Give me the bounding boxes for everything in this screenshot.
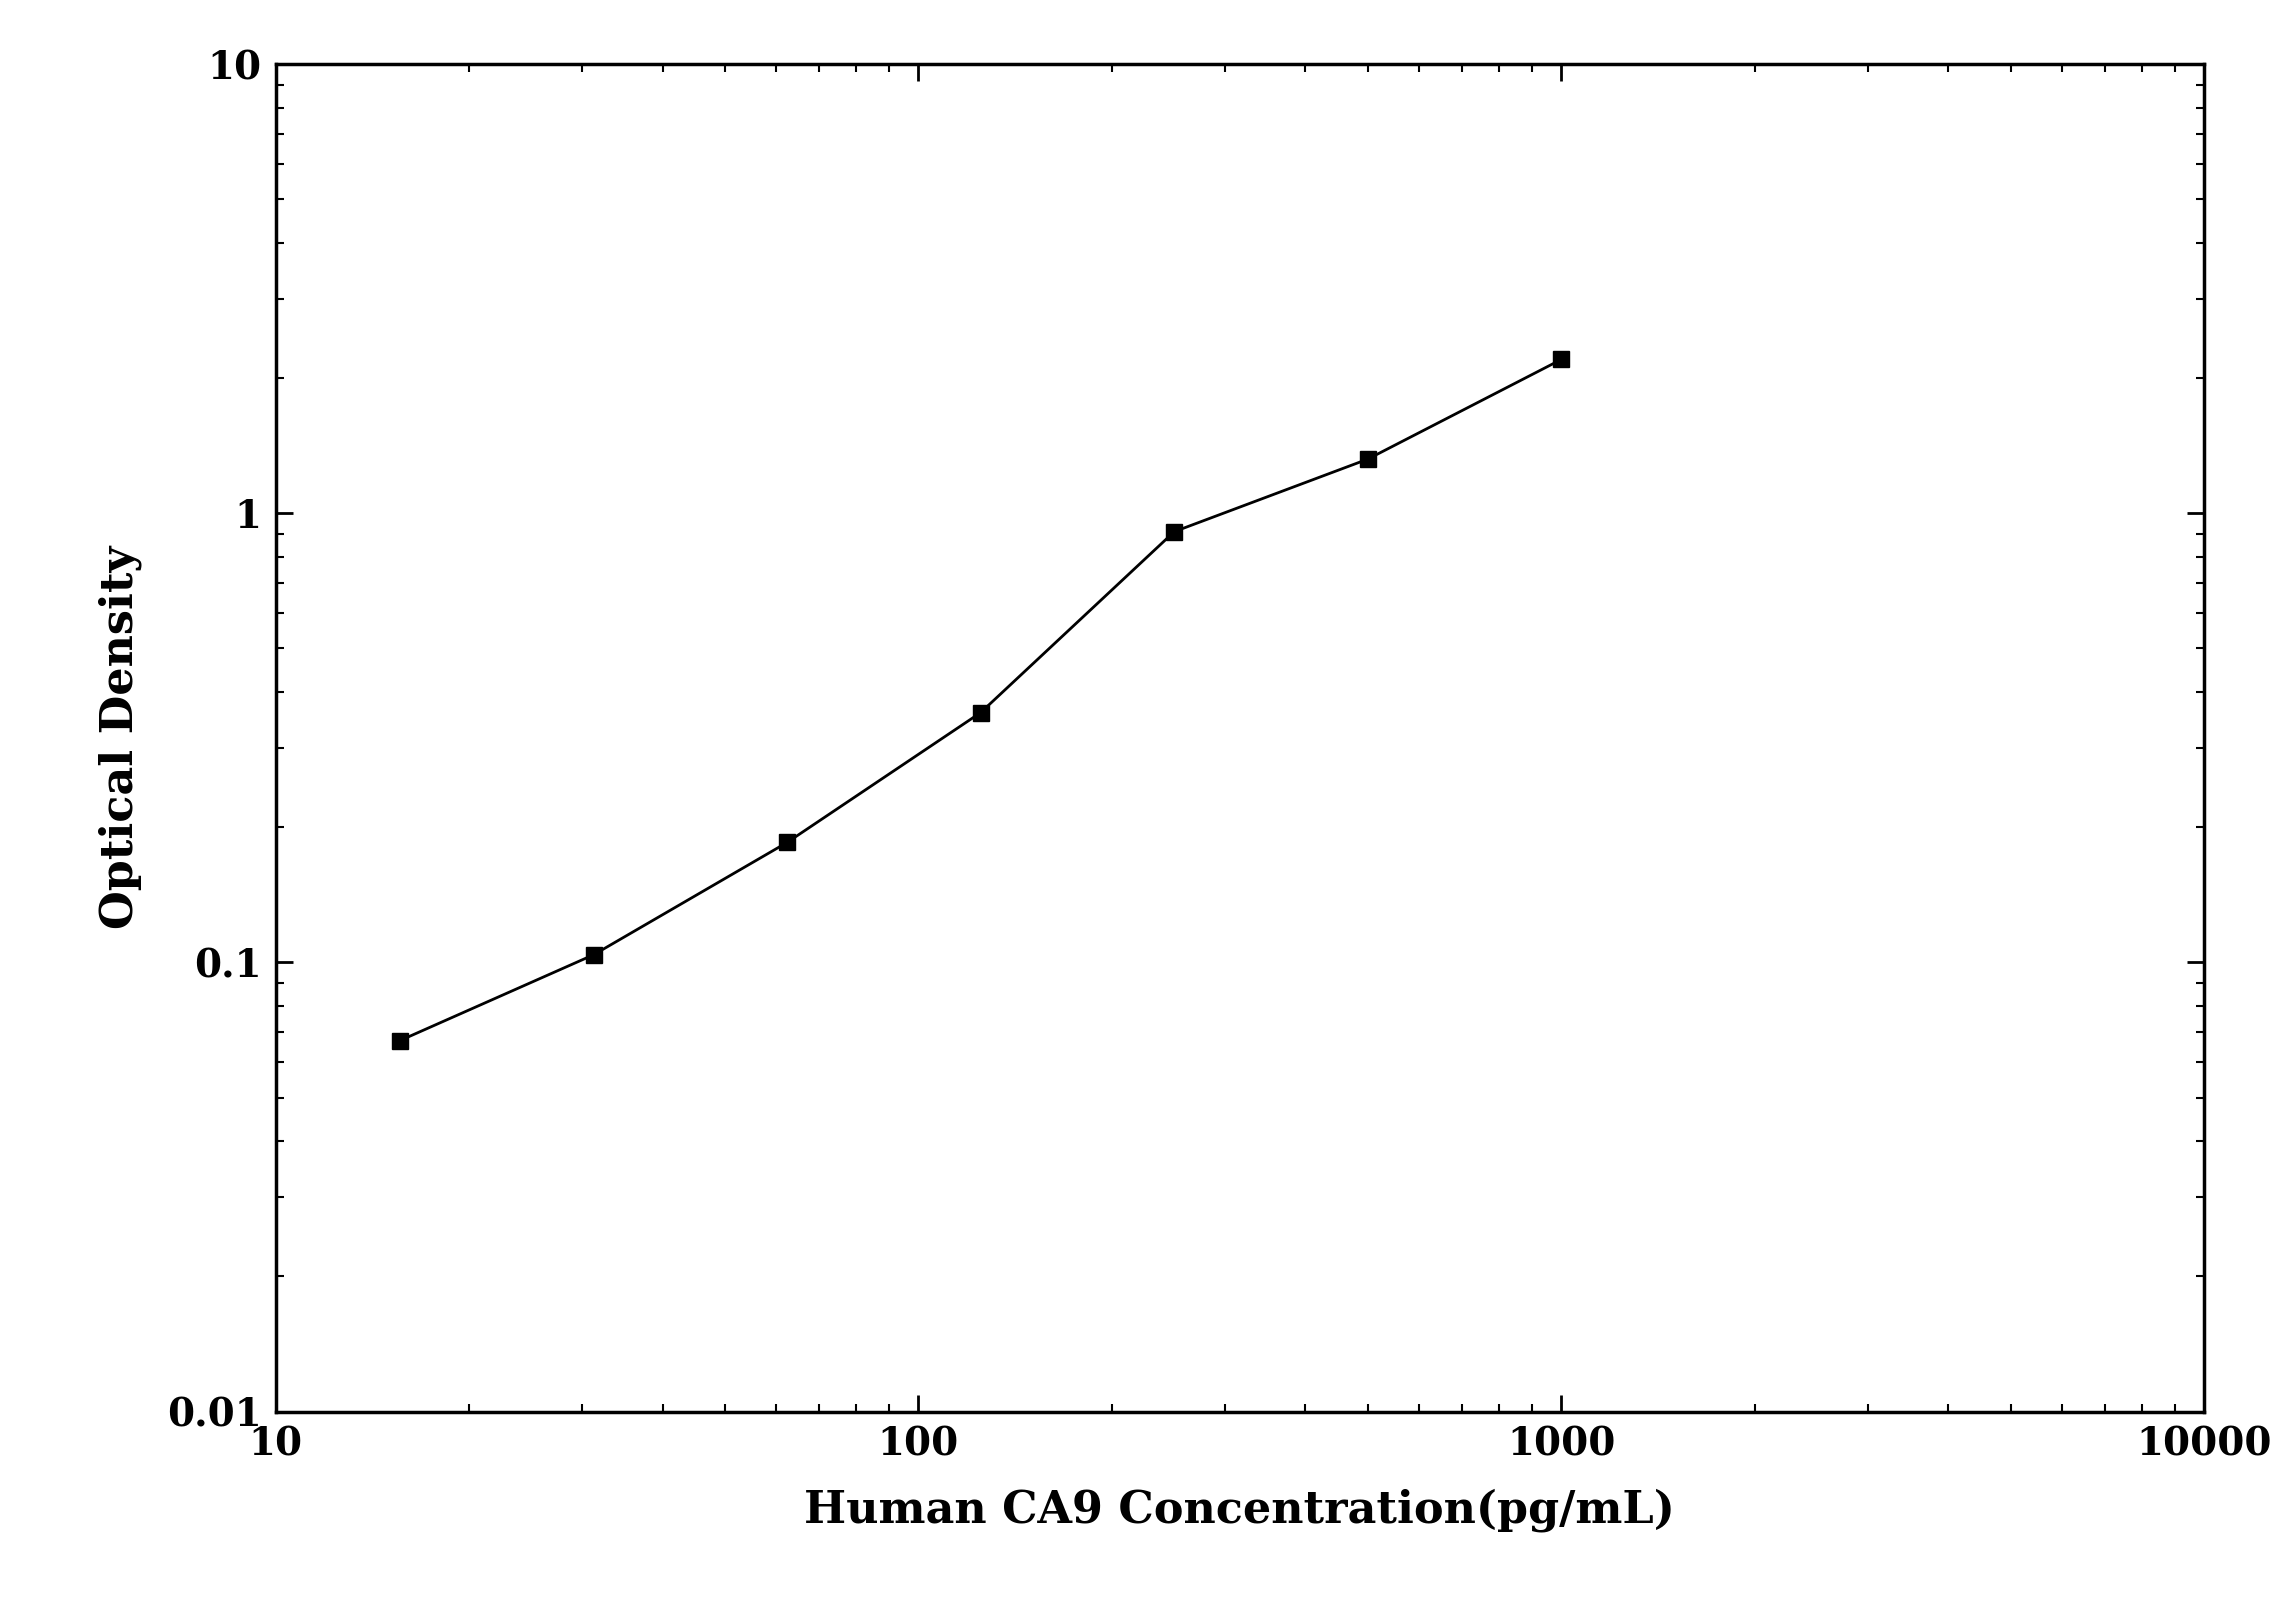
Y-axis label: Optical Density: Optical Density: [99, 547, 142, 929]
X-axis label: Human CA9 Concentration(pg/mL): Human CA9 Concentration(pg/mL): [804, 1489, 1676, 1532]
